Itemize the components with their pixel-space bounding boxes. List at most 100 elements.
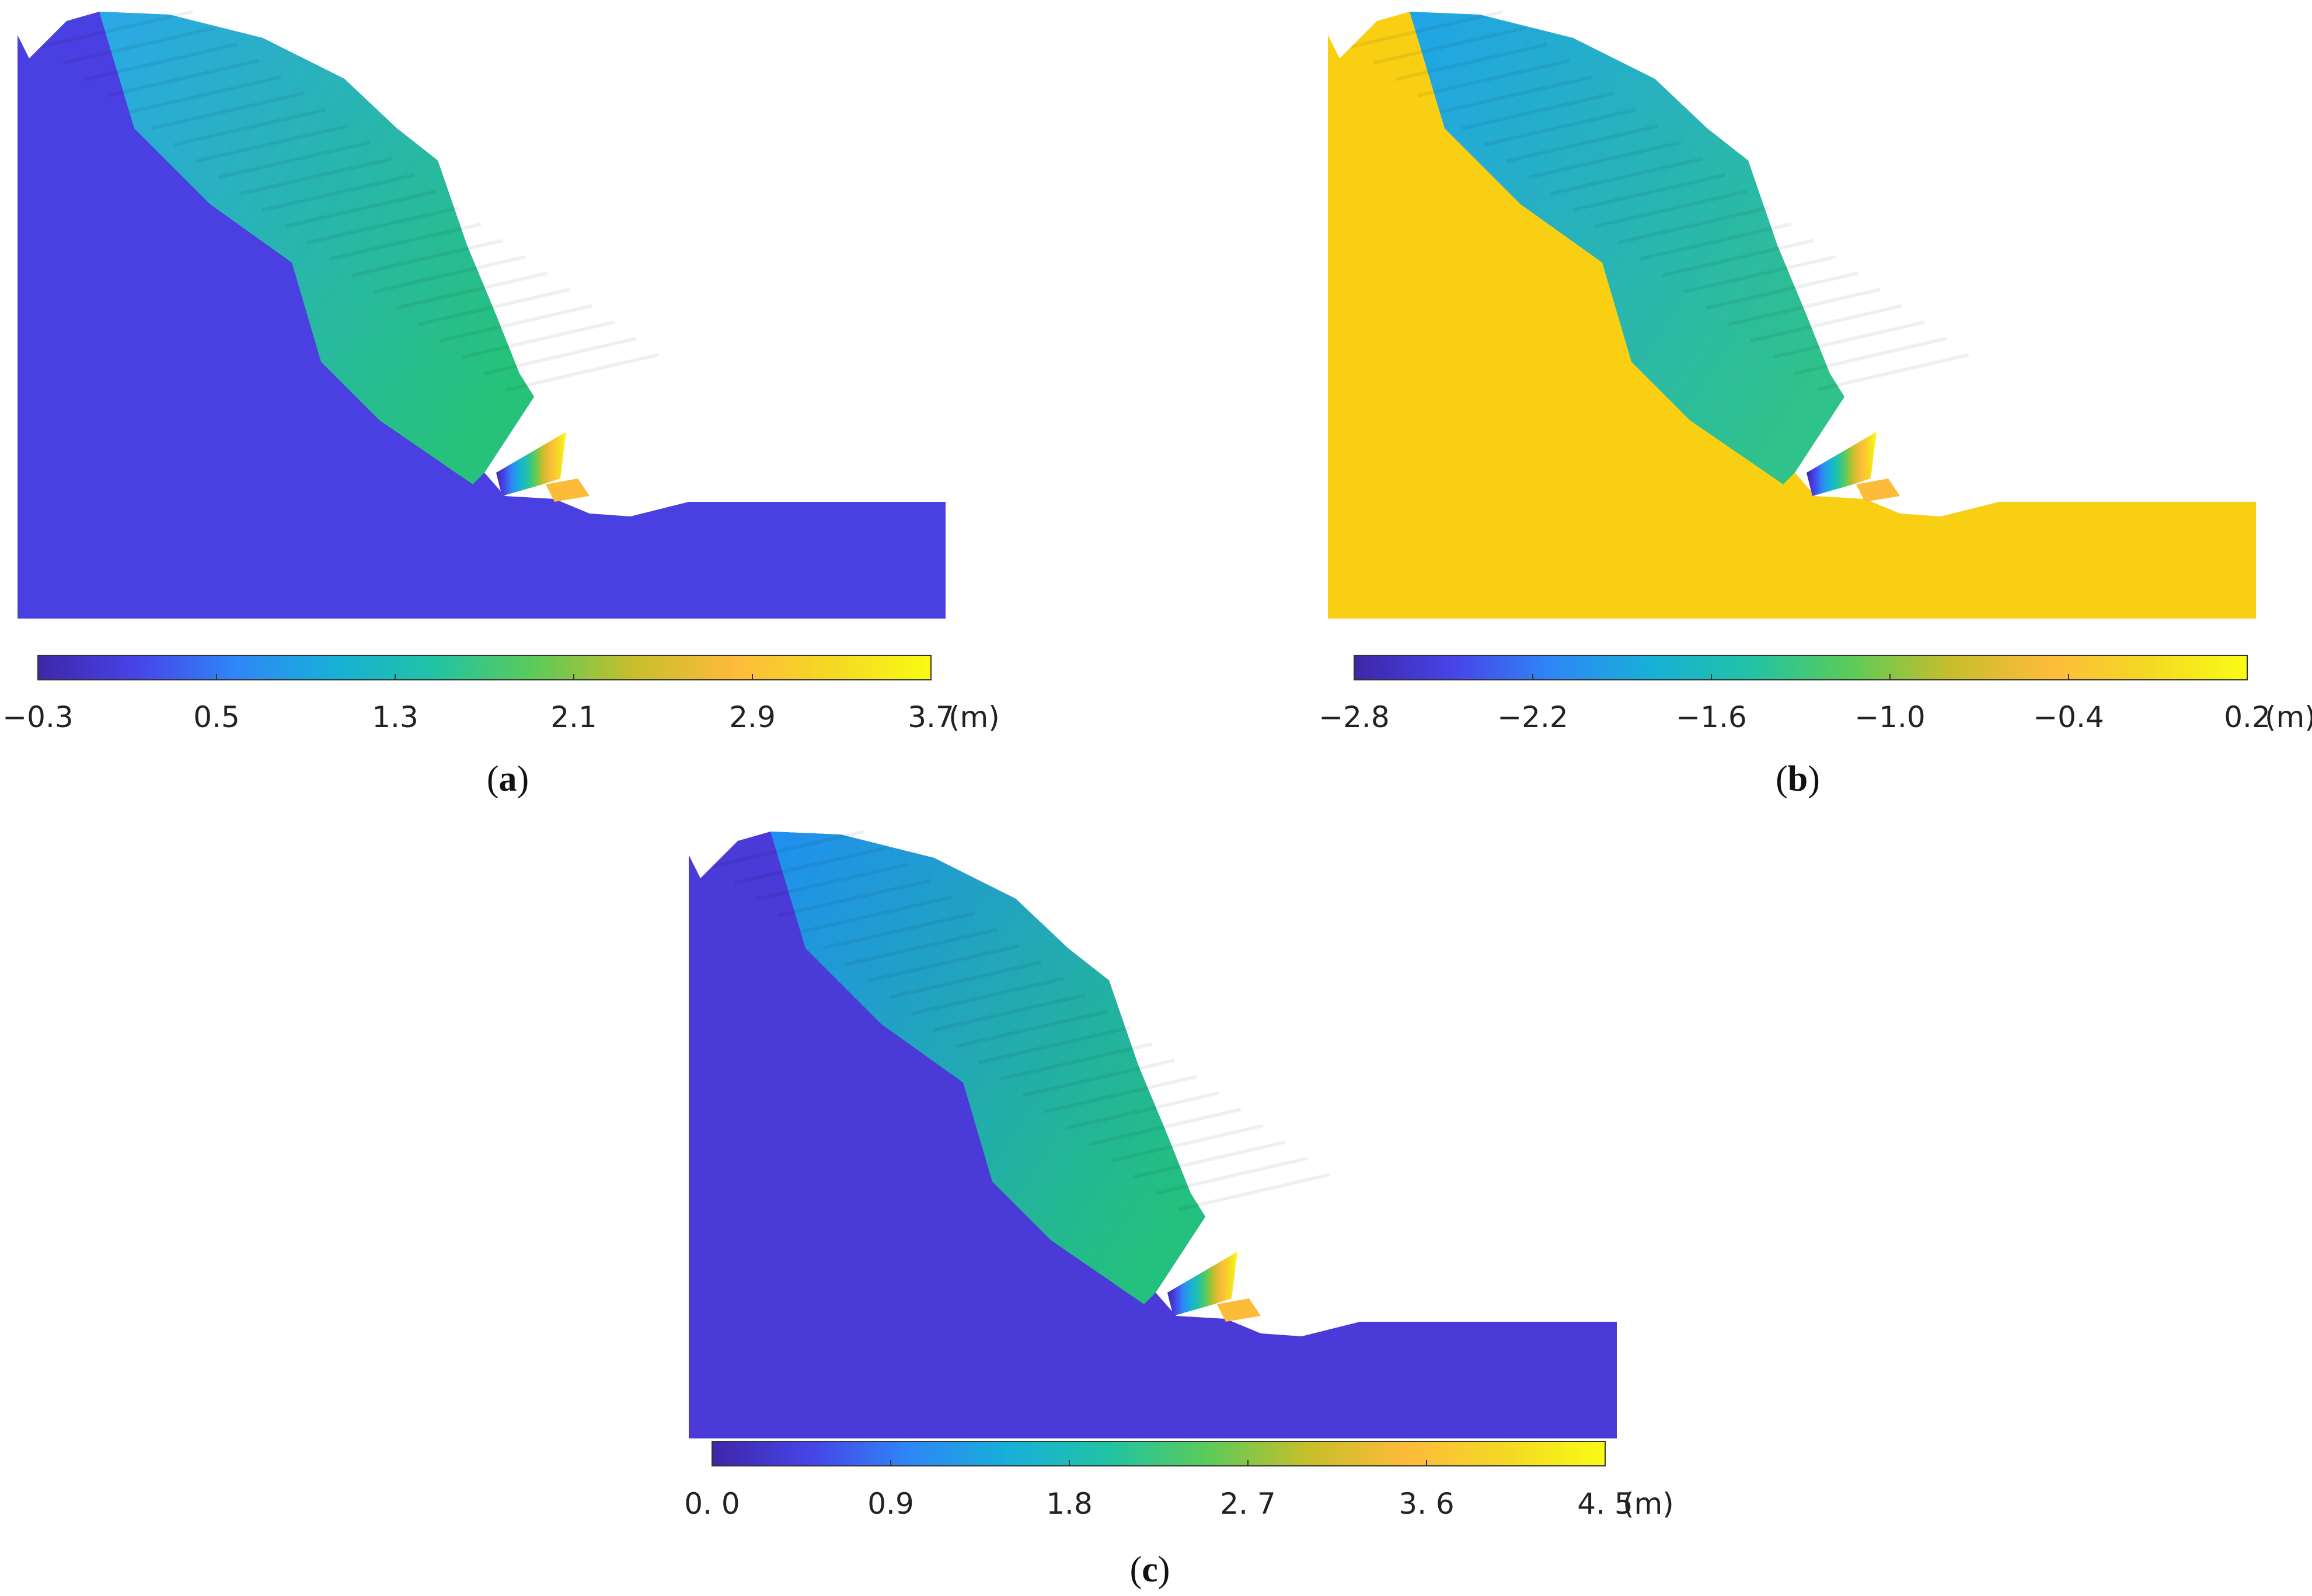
colorbar-tick-label: 2.1 bbox=[550, 700, 597, 734]
joint-line bbox=[85, 43, 238, 81]
joint-line bbox=[1683, 255, 1836, 294]
colorbar-tick-label: 0.2 bbox=[2224, 700, 2271, 734]
joint-line bbox=[62, 26, 215, 65]
colorbar-tick-label: 3.7 bbox=[908, 700, 954, 734]
joint-line bbox=[1572, 173, 1725, 212]
joint-line bbox=[1351, 10, 1504, 48]
joint-line bbox=[1000, 1042, 1153, 1081]
joint-line bbox=[1439, 75, 1592, 114]
colorbar-unit: (m) bbox=[1623, 1487, 1674, 1521]
colorbar-tick-label: 4. 5 bbox=[1577, 1487, 1633, 1521]
debris-block bbox=[1217, 1298, 1261, 1322]
joint-line bbox=[734, 846, 887, 885]
joint-line bbox=[978, 1026, 1131, 1064]
joint-line bbox=[712, 830, 864, 868]
colorbar-tick-label: −0.3 bbox=[2, 700, 74, 734]
joint-line bbox=[1155, 1157, 1308, 1195]
joint-line bbox=[240, 157, 393, 195]
joint-line bbox=[1484, 108, 1637, 146]
joint-line bbox=[40, 10, 193, 48]
joint-line bbox=[351, 239, 504, 277]
colorbar bbox=[1354, 655, 2248, 680]
colorbar-tick-label: 3. 6 bbox=[1399, 1487, 1455, 1521]
debris-block bbox=[1807, 432, 1877, 496]
joint-line bbox=[218, 141, 371, 179]
colorbar-tick-label: 2. 7 bbox=[1220, 1487, 1276, 1521]
joint-line bbox=[778, 879, 931, 917]
joint-line bbox=[1728, 288, 1881, 326]
joint-line bbox=[1177, 1173, 1330, 1211]
colorbar-unit: (m) bbox=[2265, 700, 2312, 734]
joint-line bbox=[440, 304, 592, 343]
joint-line bbox=[1417, 59, 1570, 97]
joint-line bbox=[1617, 206, 1770, 245]
colorbar-tick-label: 0.5 bbox=[193, 700, 240, 734]
joint-line bbox=[1111, 1124, 1264, 1162]
panel-a: −0.3 0.5 1.3 2.1 2.9 3.7 (m) (a) bbox=[0, 0, 1156, 805]
panel-caption: (c) bbox=[1129, 1550, 1170, 1590]
joint-line bbox=[417, 288, 570, 326]
joint-line bbox=[1772, 320, 1925, 359]
colorbar-tick-label: 0.9 bbox=[867, 1487, 914, 1521]
joint-line bbox=[284, 190, 437, 228]
joint-line bbox=[1373, 26, 1526, 65]
joint-line bbox=[329, 222, 482, 261]
joint-line bbox=[845, 928, 998, 966]
colorbar-tick-label: 2.9 bbox=[729, 700, 776, 734]
joint-line bbox=[889, 961, 1042, 999]
panel-b: −2.8 −2.2 −1.6 −1.0 −0.4 0.2 (m) (b) bbox=[1313, 0, 2312, 805]
tension-crack bbox=[689, 826, 753, 878]
joint-line bbox=[1462, 92, 1614, 130]
sliding-mass bbox=[99, 12, 534, 484]
joint-line bbox=[1750, 304, 1903, 343]
colorbar-tick-label: −1.6 bbox=[1676, 700, 1747, 734]
colorbar-tick-label: −2.2 bbox=[1497, 700, 1568, 734]
sliding-mass bbox=[770, 832, 1205, 1304]
joint-line bbox=[1794, 337, 1947, 375]
joint-line bbox=[395, 271, 548, 310]
debris-block bbox=[1167, 1252, 1237, 1316]
joint-line bbox=[262, 173, 415, 212]
colorbar bbox=[37, 655, 932, 680]
joint-line bbox=[173, 108, 326, 146]
joint-line bbox=[196, 124, 348, 163]
debris-block bbox=[1856, 479, 1900, 502]
joint-line bbox=[129, 75, 282, 114]
joint-line bbox=[1022, 1059, 1175, 1097]
joint-line bbox=[462, 320, 615, 359]
panel-c: 0. 0 0.9 1.8 2. 7 3. 6 4. 5 (m) (c) bbox=[671, 817, 1722, 1596]
colorbar-unit: (m) bbox=[948, 700, 1000, 734]
joint-line bbox=[1089, 1108, 1242, 1146]
colorbar-tick-label: 0. 0 bbox=[684, 1487, 740, 1521]
colorbar-tick-label: −2.8 bbox=[1319, 700, 1390, 734]
tension-crack bbox=[18, 6, 82, 58]
joint-line bbox=[1550, 157, 1703, 195]
slope-displacement-plot bbox=[18, 6, 946, 680]
joint-line bbox=[1506, 124, 1659, 163]
joint-line bbox=[1066, 1091, 1219, 1130]
colorbar bbox=[712, 1441, 1606, 1466]
joint-line bbox=[1816, 353, 1969, 392]
colorbar-tick-label: 1.3 bbox=[372, 700, 419, 734]
joint-line bbox=[506, 353, 659, 392]
joint-line bbox=[151, 92, 304, 130]
joint-line bbox=[107, 59, 260, 97]
slope-displacement-plot bbox=[689, 826, 1617, 1466]
joint-line bbox=[911, 977, 1064, 1015]
joint-line bbox=[1595, 190, 1748, 228]
joint-line bbox=[306, 206, 459, 245]
colorbar-tick-label: 1.8 bbox=[1046, 1487, 1093, 1521]
joint-line bbox=[1706, 271, 1858, 310]
joint-line bbox=[756, 862, 909, 901]
debris-block bbox=[546, 479, 590, 502]
tension-crack bbox=[1328, 6, 1392, 58]
sliding-mass bbox=[1410, 12, 1844, 484]
joint-line bbox=[1133, 1140, 1286, 1179]
colorbar-tick-label: −0.4 bbox=[2033, 700, 2104, 734]
joint-line bbox=[933, 993, 1086, 1032]
panel-caption: (a) bbox=[486, 759, 529, 799]
joint-line bbox=[484, 337, 637, 375]
joint-line bbox=[956, 1010, 1108, 1048]
colorbar-tick-label: −1.0 bbox=[1854, 700, 1926, 734]
joint-line bbox=[800, 895, 953, 934]
